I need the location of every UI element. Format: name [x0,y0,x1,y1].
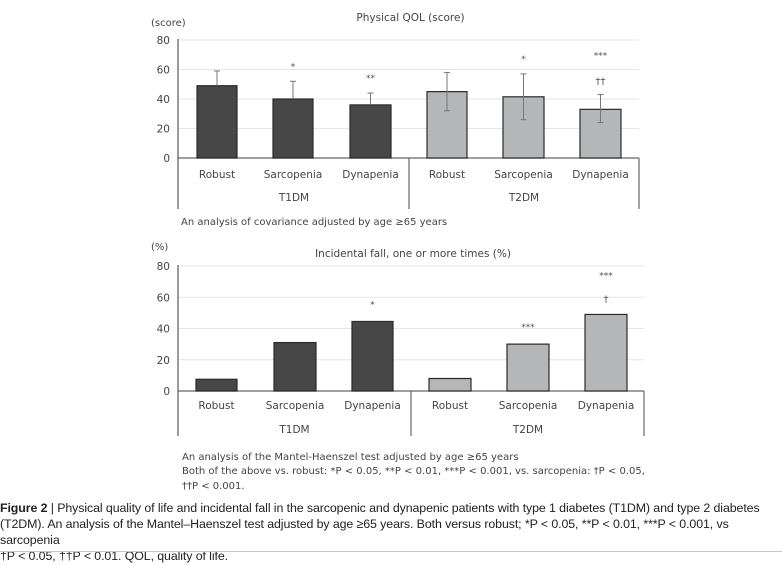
chart2-x-tick-label: Dynapenia [578,400,635,412]
chart2-y-axis-label: (%) [151,242,168,253]
chart1-x-tick-label: Sarcopenia [494,169,553,181]
chart2-y-tick-label: 0 [163,386,170,398]
chart1-significance-marker: ** [366,74,376,84]
chart2-bar-t1dm-robust [195,378,238,392]
chart2-x-tick-label: Robust [198,400,234,412]
chart2-x-tick-label: Sarcopenia [266,400,325,412]
chart2-footnote: An analysis of the Mantel-Haenszel test … [182,452,519,463]
chart1-y-tick-label: 80 [157,35,170,47]
chart1-y-tick-label: 60 [157,65,170,77]
chart1-significance-marker: *** [594,52,608,62]
chart1-x-tick-label: Robust [429,169,465,181]
chart1-x-tick-label: Sarcopenia [264,169,323,181]
chart1-bar-t2dm-robust [426,91,468,159]
chart2-footnote: ††P < 0.001. [182,481,245,492]
chart2-y-tick-label: 20 [157,355,170,367]
figure-caption: Figure 2 | Physical quality of life and … [0,500,782,564]
chart2-significance-marker: *** [599,271,613,281]
chart2-bar-t1dm-dynapenia [351,320,394,392]
chart1-bar-t1dm-sarcopenia [272,98,314,159]
caption-divider [0,551,782,552]
chart2-bar-t2dm-robust [428,377,472,392]
chart1-x-tick-label: Dynapenia [572,169,629,181]
chart1-significance-marker: * [291,62,296,72]
chart2-x-tick-label: Sarcopenia [499,400,558,412]
chart1-y-tick-label: 0 [163,153,170,165]
chart2-bar-t2dm-sarcopenia [506,343,550,392]
chart1-bar-t1dm-robust [196,85,238,159]
chart2-bar-t2dm-dynapenia [584,313,628,392]
chart2-title: Incidental fall, one or more times (%) [315,248,511,260]
chart2-group-label: T2DM [512,424,543,436]
chart2-significance-marker: * [370,300,375,310]
chart2-bar-t1dm-sarcopenia [273,341,317,392]
chart1-x-tick-label: Dynapenia [342,169,399,181]
caption-line-1: Figure 2 | Physical quality of life and … [0,501,760,515]
chart1-bar-t1dm-dynapenia [349,104,392,159]
caption-label: Figure 2 [0,501,48,515]
chart2-y-tick-label: 40 [157,324,170,336]
chart1-y-tick-label: 20 [157,124,170,136]
chart1-title: Physical QOL (score) [356,12,464,24]
chart2-significance-marker: *** [521,323,535,333]
chart1-footnote: An analysis of covariance adjusted by ag… [181,217,447,228]
chart1-significance-marker: * [521,55,526,65]
caption-line-2: (T2DM). An analysis of the Mantel–Haensz… [0,517,729,547]
chart1-x-tick-label: Robust [199,169,235,181]
chart1-group-label: T2DM [508,192,539,204]
chart2-y-tick-label: 80 [157,261,170,273]
chart2-significance-marker: † [604,294,609,305]
chart1-significance-marker: †† [596,77,606,88]
chart2-x-tick-label: Robust [432,400,468,412]
chart1-y-tick-label: 40 [157,94,170,106]
chart1-bar-t2dm-sarcopenia [502,96,545,159]
chart2-footnote: Both of the above vs. robust: *P < 0.05,… [182,466,645,477]
chart1-y-axis-label: (score) [151,18,186,29]
chart1-group-label: T1DM [278,192,309,204]
chart2-group-label: T1DM [278,424,309,436]
chart2-x-tick-label: Dynapenia [344,400,401,412]
chart2-y-tick-label: 60 [157,292,170,304]
